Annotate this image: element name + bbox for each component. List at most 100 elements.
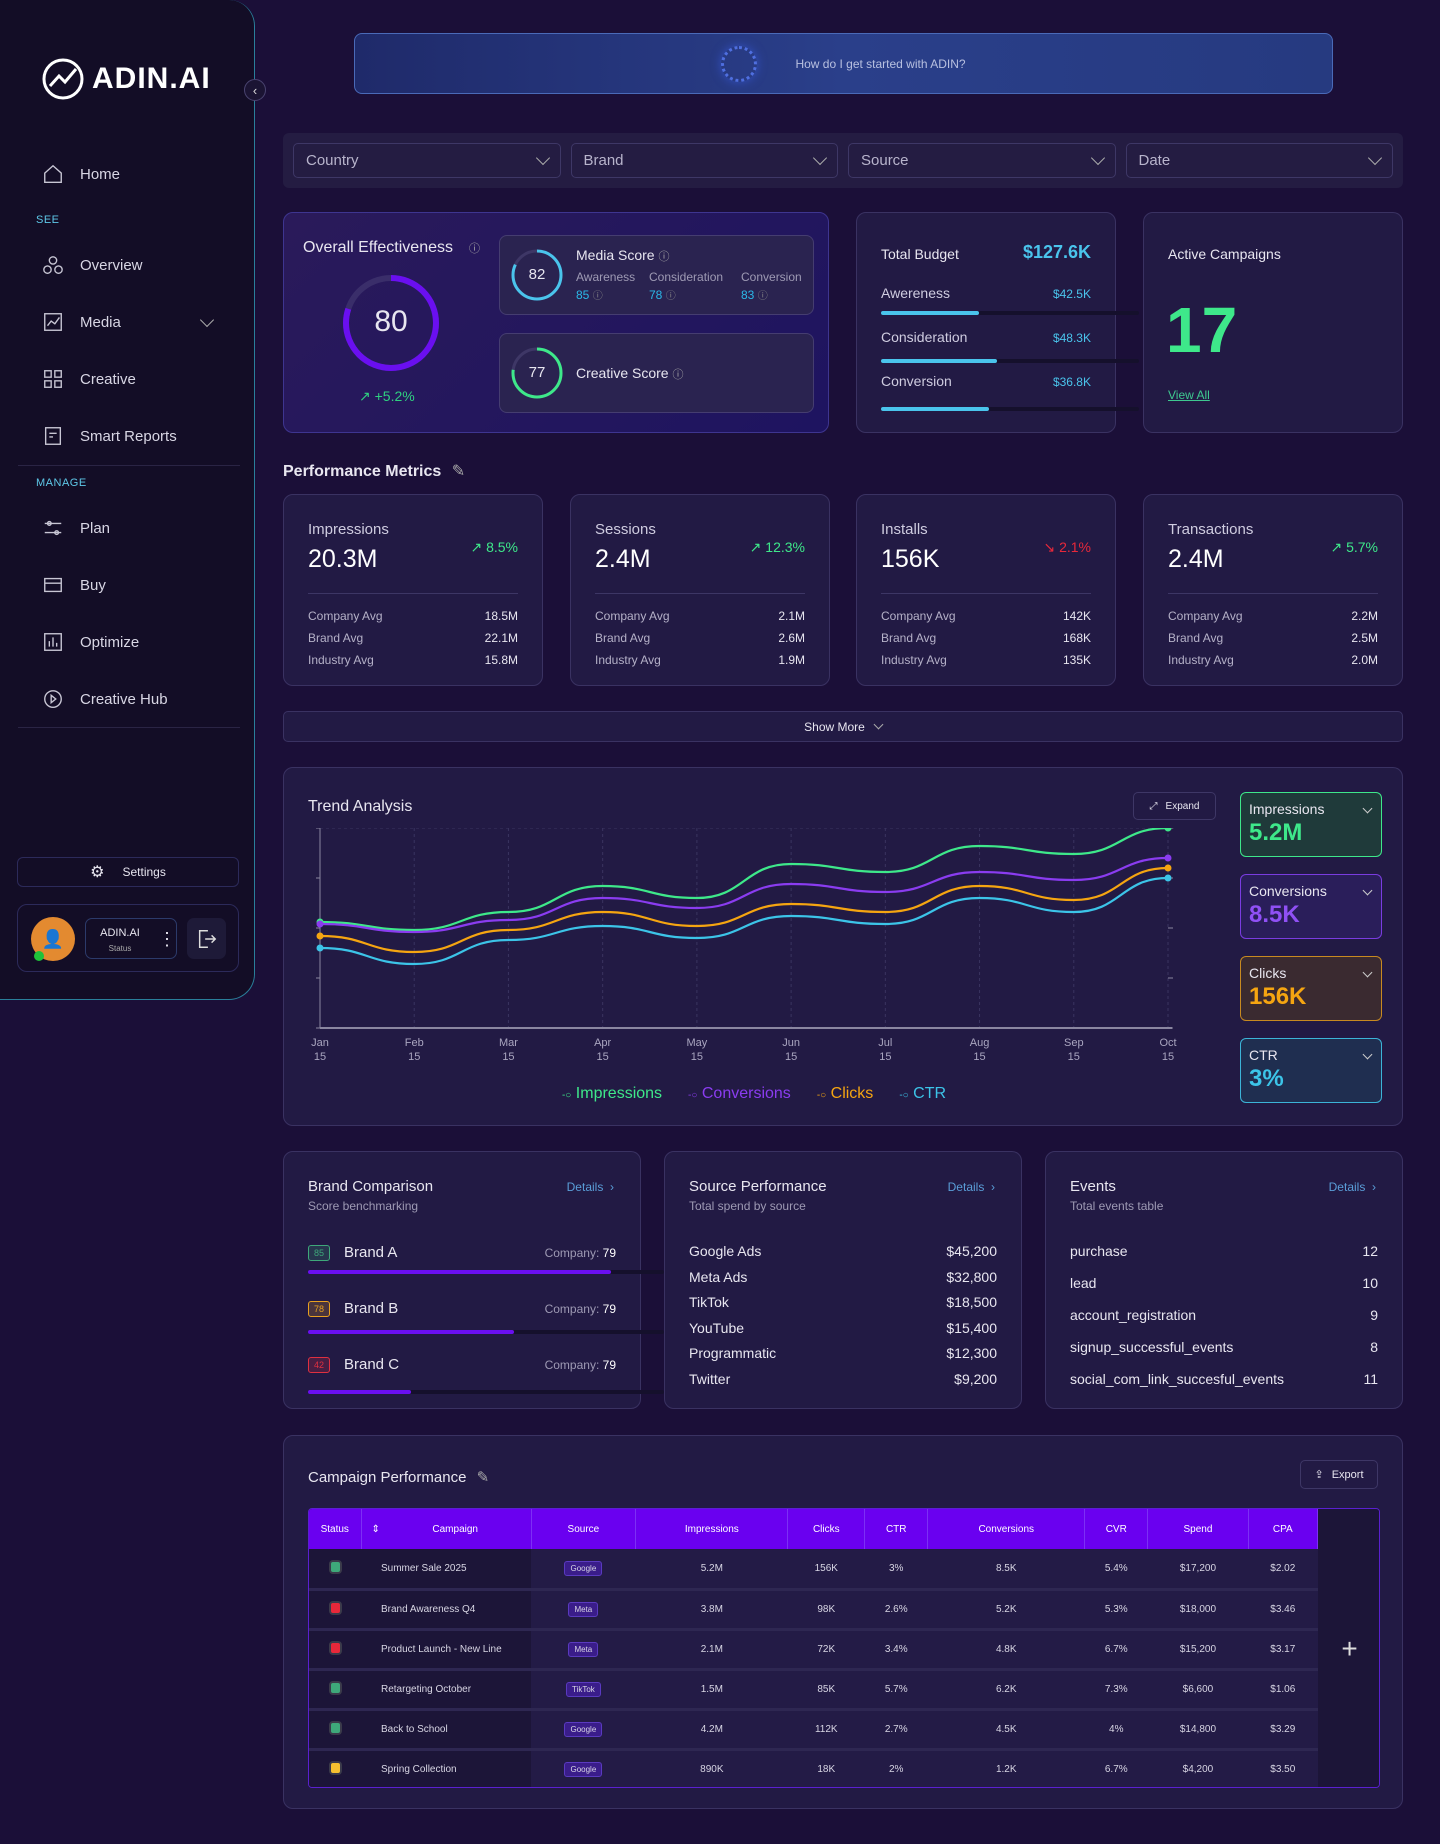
table-row[interactable]: Product Launch - New Line Meta 2.1M 72K 3.4%…	[309, 1629, 1318, 1671]
event-count: 9	[1370, 1307, 1378, 1323]
creative-score-panel[interactable]: 77 Creative Score ⓘ	[499, 333, 814, 413]
legend-item-ctr[interactable]: -○ CTR	[899, 1085, 946, 1103]
spend-cell: $15,200	[1147, 1629, 1249, 1671]
info-icon[interactable]: ⓘ	[757, 291, 768, 302]
details-link[interactable]: Details ›	[566, 1180, 614, 1194]
legend-item-conversions[interactable]: -○ Conversions	[688, 1085, 791, 1103]
show-more-button[interactable]: Show More	[283, 711, 1403, 742]
label: Media	[80, 313, 121, 331]
value: 2.6M	[778, 631, 805, 645]
clicks-cell: 156K	[787, 1549, 865, 1591]
avatar[interactable]: 👤	[31, 917, 75, 961]
legend-item-clicks[interactable]: -○ Clicks	[817, 1085, 874, 1103]
settings-button[interactable]: ⚙ Settings	[17, 857, 239, 887]
source-name: Google Ads	[689, 1243, 762, 1259]
sidebar-item-buy[interactable]: Buy	[42, 574, 106, 596]
brand-filter[interactable]: Brand	[570, 143, 838, 178]
event-count: 8	[1370, 1339, 1378, 1355]
user-menu[interactable]: ADIN.AI Status ⋮	[85, 918, 177, 959]
metric-change: ↗ 8.5%	[470, 539, 518, 556]
section-manage: MANAGE	[36, 477, 87, 489]
sidebar-item-home[interactable]: Home	[42, 163, 120, 185]
cvr-cell: 5.4%	[1084, 1549, 1148, 1591]
collapse-sidebar-button[interactable]: ‹	[244, 79, 266, 101]
source-tag: Google	[564, 1761, 603, 1777]
view-all-link[interactable]: View All	[1168, 388, 1210, 402]
divider	[18, 727, 240, 728]
column-header-impressions[interactable]: Impressions	[635, 1509, 789, 1549]
progress-fill	[881, 359, 998, 363]
info-icon[interactable]: ⓘ	[665, 291, 676, 302]
source-row: TikTok $18,500	[689, 1294, 997, 1310]
media-score-title: Media Score ⓘ	[576, 247, 669, 264]
stat-box-ctr[interactable]: CTR 3%	[1240, 1038, 1382, 1103]
card-title: Trend Analysis	[308, 798, 413, 815]
table-row[interactable]: Brand Awareness Q4 Meta 3.8M 98K 2.6% 5.2K 5.3…	[309, 1589, 1318, 1631]
sidebar-item-creative-hub[interactable]: Creative Hub	[42, 688, 168, 710]
sidebar-item-optimize[interactable]: Optimize	[42, 631, 139, 653]
legend-label: CTR	[913, 1085, 947, 1102]
sidebar-item-plan[interactable]: Plan	[42, 517, 110, 539]
column-header-cpa[interactable]: CPA	[1248, 1509, 1319, 1549]
card-title: Active Campaigns	[1168, 246, 1281, 262]
column-header-conversions[interactable]: Conversions	[927, 1509, 1086, 1549]
sidebar-item-creative[interactable]: Creative	[42, 368, 136, 390]
edit-icon[interactable]: ✎	[476, 1469, 490, 1486]
change-value: 5.7%	[1346, 539, 1378, 555]
column-header-status[interactable]: Status	[309, 1509, 362, 1549]
stat-value: 8.5K	[1249, 901, 1300, 928]
campaign-name: Spring Collection	[361, 1749, 531, 1787]
table-row[interactable]: Summer Sale 2025 Google 5.2M 156K 3% 8.5K 5.4%…	[309, 1549, 1318, 1591]
expand-button[interactable]: ⤢ Expand	[1133, 792, 1216, 820]
info-icon[interactable]: ⓘ	[672, 369, 684, 381]
event-row: lead 10	[1070, 1275, 1378, 1291]
column-header-clicks[interactable]: Clicks	[787, 1509, 866, 1549]
column-header-ctr[interactable]: CTR	[864, 1509, 929, 1549]
info-icon[interactable]: ⓘ	[592, 291, 603, 302]
sidebar-item-smart-reports[interactable]: Smart Reports	[42, 425, 177, 447]
sidebar-item-media[interactable]: Media	[42, 311, 215, 333]
table-row[interactable]: Spring Collection Google 890K 18K 2% 1.2K 6.7%…	[309, 1749, 1318, 1787]
details-link[interactable]: Details ›	[947, 1180, 995, 1194]
date-filter[interactable]: Date	[1125, 143, 1393, 178]
legend-item-impressions[interactable]: -○ Impressions	[562, 1085, 662, 1103]
add-column-button[interactable]: +	[1318, 1509, 1379, 1787]
details-link[interactable]: Details ›	[1328, 1180, 1376, 1194]
spend-cell: $14,800	[1147, 1709, 1249, 1751]
impressions-cell: 2.1M	[635, 1629, 788, 1671]
logout-button[interactable]	[187, 918, 226, 959]
industry-avg-row: Industry Avg 15.8M	[308, 649, 518, 671]
source-filter[interactable]: Source	[848, 143, 1116, 178]
column-header-spend[interactable]: Spend	[1147, 1509, 1249, 1549]
table-row[interactable]: Back to School Google 4.2M 112K 2.7% 4.5K 4% $1…	[309, 1709, 1318, 1751]
column-header-cvr[interactable]: CVR	[1084, 1509, 1149, 1549]
stat-box-clicks[interactable]: Clicks 156K	[1240, 956, 1382, 1021]
info-icon[interactable]: ⓘ	[658, 251, 670, 263]
table-row[interactable]: Retargeting October TikTok 1.5M 85K 5.7% 6.2K…	[309, 1669, 1318, 1711]
more-vertical-icon[interactable]: ⋮	[158, 929, 176, 949]
x-tick-label: Sep 15	[1064, 1037, 1084, 1063]
brand-avg-row: Brand Avg 2.6M	[595, 627, 805, 649]
user-name: ADIN.AI	[100, 927, 140, 939]
column-header-campaign[interactable]: ⇕ Campaign	[361, 1509, 532, 1549]
edit-icon[interactable]: ✎	[451, 463, 466, 480]
label: Brand Avg	[595, 631, 651, 645]
sidebar-item-overview[interactable]: Overview	[42, 254, 143, 276]
media-score-panel[interactable]: 82 Media Score ⓘ Awareness 85 ⓘ Consider…	[499, 235, 814, 315]
value: 83	[741, 288, 755, 302]
logo[interactable]: ADIN.AI	[42, 58, 211, 100]
label: Brand Avg	[1168, 631, 1224, 645]
source-row: Programmatic $12,300	[689, 1345, 997, 1361]
stat-box-conversions[interactable]: Conversions 8.5K	[1240, 874, 1382, 939]
cvr-cell: 6.7%	[1084, 1749, 1148, 1787]
ctr-cell: 3%	[864, 1549, 928, 1591]
country-filter[interactable]: Country	[293, 143, 561, 178]
stat-box-impressions[interactable]: Impressions 5.2M	[1240, 792, 1382, 857]
label: Date	[1138, 152, 1171, 169]
assistant-search-bar[interactable]: How do I get started with ADIN?	[354, 33, 1333, 94]
sort-icon[interactable]: ⇕	[371, 1523, 380, 1535]
export-button[interactable]: ⇪ Export	[1300, 1460, 1378, 1489]
info-icon[interactable]: ⓘ	[469, 243, 480, 255]
company-avg-row: Company Avg 2.2M	[1168, 605, 1378, 627]
column-header-source[interactable]: Source	[531, 1509, 637, 1549]
